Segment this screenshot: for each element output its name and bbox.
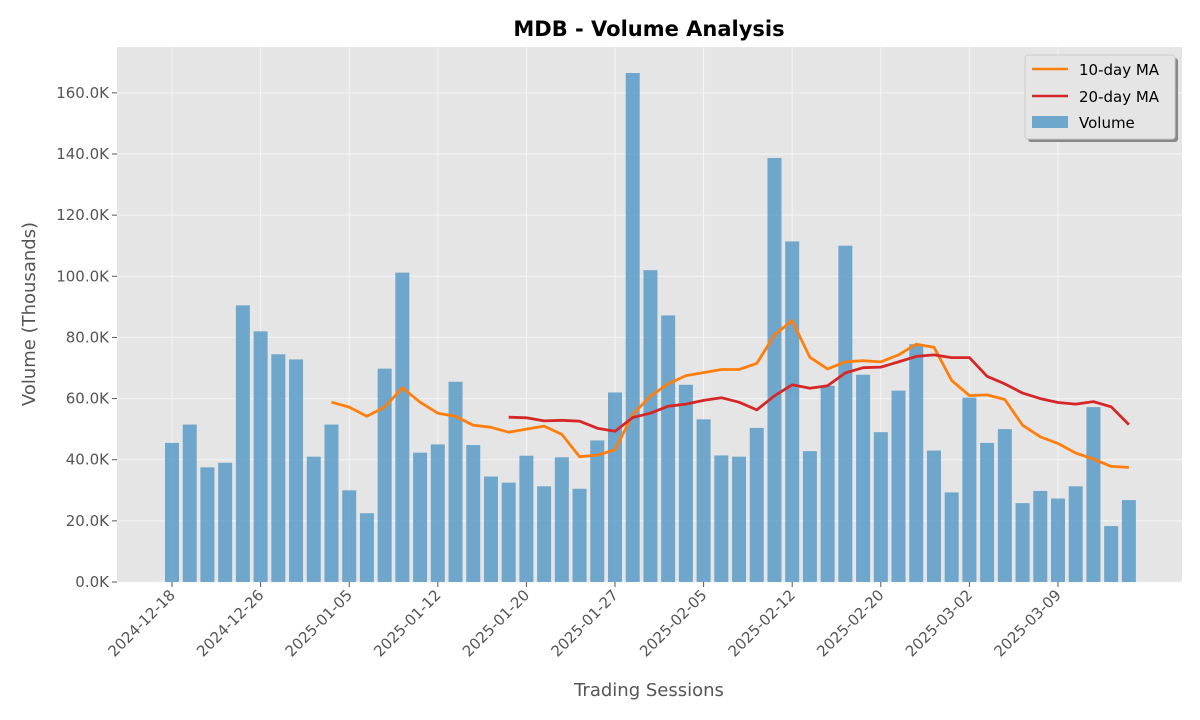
volume-bar [306, 456, 321, 582]
volume-bar [1104, 526, 1119, 582]
volume-bar [165, 442, 179, 582]
legend-label-ma20: 20-day MA [1079, 88, 1160, 106]
volume-bar [359, 513, 374, 582]
volume-bar [909, 344, 924, 582]
volume-bar [519, 455, 534, 582]
y-tick-label: 20.0K [66, 512, 110, 530]
volume-bar [271, 354, 286, 582]
volume-bar [944, 492, 959, 582]
ma10-line [331, 319, 1129, 469]
volume-bars [165, 72, 1136, 583]
volume-bar [324, 424, 339, 582]
legend-label-ma10: 10-day MA [1079, 61, 1160, 79]
volume-bar [749, 427, 764, 582]
volume-bar [714, 455, 729, 582]
x-tick-label: 2025-02-05 [636, 586, 710, 660]
x-tick-label: 2025-01-12 [370, 586, 444, 660]
volume-bar [289, 359, 304, 582]
volume-bar [200, 467, 215, 582]
x-tick-label: 2024-12-18 [104, 586, 178, 660]
volume-bar [980, 442, 995, 582]
volume-bar [590, 440, 605, 582]
y-tick-label: 160.0K [56, 84, 110, 102]
ma20-line [508, 353, 1130, 433]
volume-bar [235, 305, 250, 582]
x-tick-label: 2024-12-26 [193, 586, 267, 660]
volume-bar [608, 392, 622, 582]
volume-bar [661, 315, 676, 582]
volume-bar [1051, 498, 1065, 582]
volume-bar [253, 331, 268, 582]
legend: 10-day MA 20-day MA Volume [1024, 54, 1178, 142]
legend-swatch-volume [1032, 116, 1068, 128]
volume-bar [1015, 503, 1030, 582]
volume-bar [962, 397, 977, 582]
chart-title: MDB - Volume Analysis [513, 17, 784, 41]
volume-bar [696, 419, 711, 582]
volume-bar [537, 486, 552, 582]
y-tick-label: 80.0K [66, 328, 110, 346]
volume-bar [926, 450, 941, 582]
volume-bar [466, 445, 481, 582]
y-tick-label: 140.0K [56, 145, 110, 163]
y-tick-label: 120.0K [56, 206, 110, 224]
volume-bar [377, 368, 392, 582]
volume-bar [218, 462, 233, 582]
volume-bar [395, 272, 410, 582]
volume-bar [678, 384, 693, 582]
volume-bar [820, 385, 835, 582]
y-axis-ticks: 0.0K 20.0K 40.0K 60.0K 80.0K 100.0K 120.0K 140.… [56, 84, 117, 591]
y-tick-label: 0.0K [75, 573, 110, 591]
volume-bar [802, 451, 817, 582]
x-tick-label: 2025-01-20 [459, 586, 533, 660]
volume-bar [572, 488, 587, 582]
volume-bar [501, 482, 516, 582]
volume-bar [785, 241, 800, 583]
volume-bar [891, 390, 906, 582]
legend-label-volume: Volume [1079, 114, 1135, 132]
y-axis-label: Volume (Thousands) [19, 222, 40, 406]
volume-bar [643, 270, 658, 582]
volume-bar [182, 424, 197, 582]
volume-bar [625, 72, 640, 582]
y-tick-label: 40.0K [66, 451, 110, 469]
volume-bar [838, 245, 853, 582]
volume-bar [413, 452, 428, 582]
volume-bar [767, 157, 782, 582]
x-tick-label: 2025-02-20 [813, 586, 887, 660]
x-tick-label: 2025-01-05 [282, 586, 356, 660]
x-axis-ticks: 2024-12-18 2024-12-26 2025-01-05 2025-01-12… [104, 582, 1065, 660]
moving-average-lines [331, 319, 1130, 469]
volume-bar [873, 432, 888, 582]
volume-bar [1068, 486, 1083, 582]
volume-bar [342, 490, 357, 582]
volume-bar [483, 476, 498, 582]
volume-bar [554, 457, 569, 582]
y-tick-label: 60.0K [66, 390, 110, 408]
volume-bar [1121, 500, 1136, 582]
x-tick-label: 2025-03-09 [990, 586, 1064, 660]
x-tick-label: 2025-03-02 [902, 586, 976, 660]
volume-bar [997, 429, 1012, 582]
x-tick-label: 2025-02-12 [725, 586, 799, 660]
volume-bar [448, 381, 463, 582]
x-axis-label: Trading Sessions [573, 680, 724, 701]
volume-bar [430, 444, 445, 582]
volume-bar [1033, 490, 1048, 582]
x-tick-label: 2025-01-27 [547, 586, 621, 660]
volume-bar [1086, 407, 1101, 582]
volume-bar [732, 456, 747, 582]
y-tick-label: 100.0K [56, 267, 110, 285]
volume-bar [856, 374, 871, 582]
